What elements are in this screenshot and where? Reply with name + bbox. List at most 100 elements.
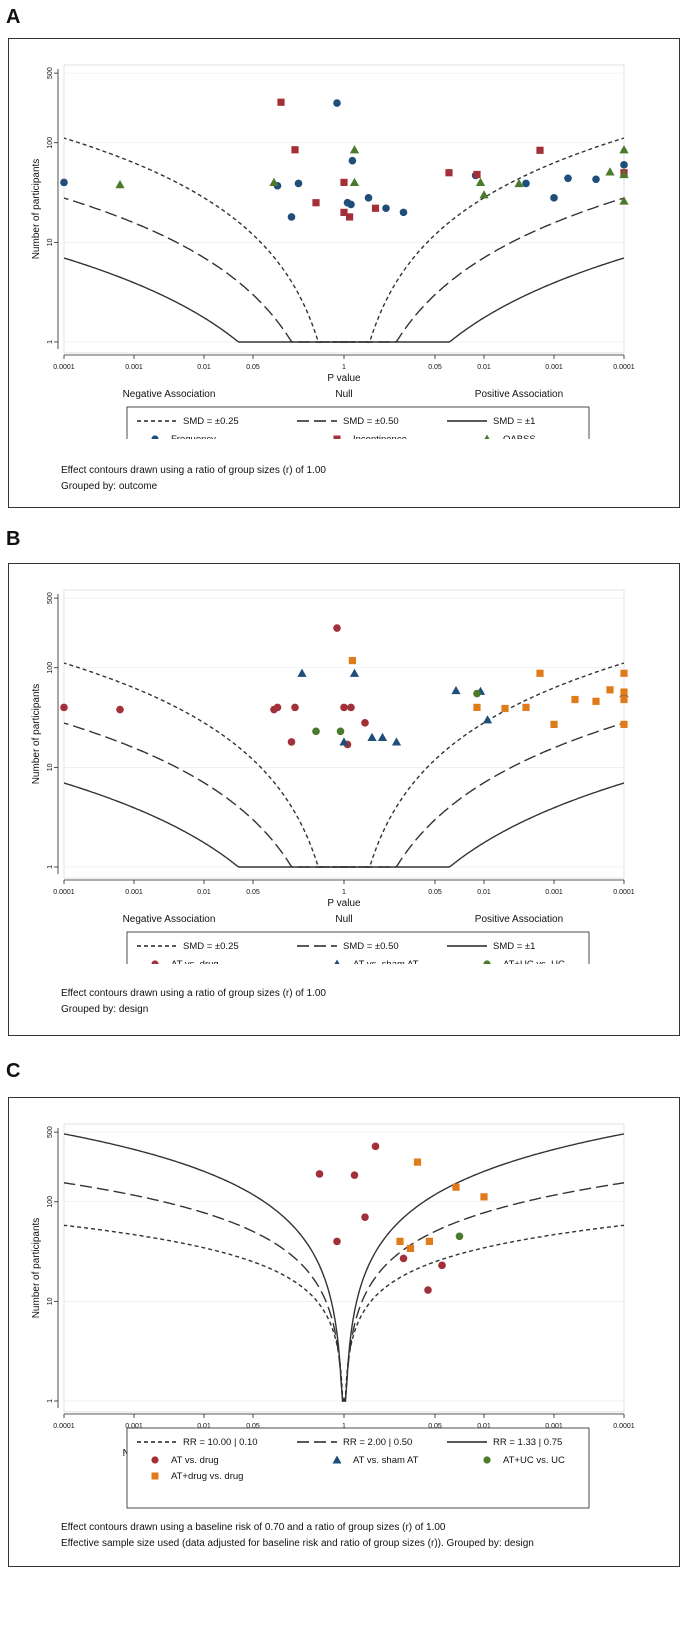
legend-marker: [151, 960, 159, 964]
legend-marker: [483, 960, 491, 964]
legend-series-label: Incontinence: [353, 434, 407, 439]
legend-contour-label: SMD = ±1: [493, 416, 535, 427]
y-axis-title: Number of participants: [31, 1218, 42, 1319]
x-tick-label: 0.05: [246, 889, 260, 896]
x-tick-label: 0.001: [545, 364, 563, 371]
data-point: [605, 167, 615, 176]
y-tick-label: 1: [47, 865, 54, 869]
funnel-plot-c: 0.0001 0.001 0.01 0.05 1 0.05 0.01 0.001 0.0001 5…: [31, 1123, 635, 1509]
legend-marker: [151, 435, 159, 439]
data-point: [382, 204, 390, 213]
data-point: [336, 727, 345, 736]
data-point: [349, 668, 360, 677]
legend-marker: [332, 1455, 342, 1464]
data-point: [60, 703, 68, 712]
region-label: Negative Association: [123, 914, 216, 925]
data-point: [620, 688, 628, 696]
data-point: [333, 1237, 341, 1246]
data-point: [445, 169, 453, 177]
legend-series-label: AT+UC vs. UC: [503, 959, 565, 964]
legend-marker: [333, 435, 341, 439]
legend-contour-label: RR = 1.33 | 0.75: [493, 1437, 562, 1448]
legend-marker: [334, 959, 340, 964]
data-point: [592, 175, 600, 184]
x-tick-label: 0.01: [477, 1423, 491, 1430]
note-b-2: Grouped by: design: [61, 1004, 149, 1015]
contour-line: [64, 197, 624, 343]
data-point: [619, 169, 629, 179]
data-point: [620, 161, 628, 169]
panel-b: 0.0001 0.001 0.01 0.05 1 0.05 0.01 0.001 0.0001 5…: [8, 563, 680, 1036]
data-point: [479, 190, 489, 199]
data-point: [291, 146, 299, 154]
data-point: [522, 179, 530, 188]
legend-marker: [484, 434, 490, 439]
data-point: [294, 179, 303, 188]
funnel-plot-b: 0.0001 0.001 0.01 0.05 1 0.05 0.01 0.001 0.0001 5…: [31, 589, 635, 964]
legend-series-label: AT+drug vs. drug: [171, 1471, 243, 1482]
x-tick-label: 1: [342, 889, 346, 896]
y-tick-label: 100: [47, 662, 54, 674]
x-tick-label: 0.01: [477, 889, 491, 896]
data-point: [349, 177, 360, 186]
data-point: [312, 727, 320, 736]
legend-box: [126, 931, 590, 964]
data-point: [396, 1237, 404, 1245]
legend-contour-label: SMD = ±0.25: [183, 416, 239, 427]
plot-frame: [63, 1123, 625, 1413]
data-point: [273, 703, 282, 712]
data-point: [371, 204, 380, 212]
data-point: [340, 703, 348, 712]
data-point: [451, 685, 461, 695]
data-point: [473, 703, 481, 711]
data-point: [514, 178, 524, 188]
legend-marker: [151, 1456, 159, 1464]
legend-series-label: AT vs. drug: [171, 1455, 219, 1466]
x-axis-title: P value: [327, 373, 361, 384]
legend-contour-label: SMD = ±0.25: [183, 941, 239, 952]
x-tick-label: 1: [342, 364, 346, 371]
contour-line: [64, 1182, 624, 1402]
legend-series-label: AT vs. sham AT: [353, 1455, 419, 1466]
panel-label-b: B: [6, 528, 21, 550]
data-point: [287, 213, 296, 221]
data-point: [340, 208, 348, 216]
x-tick-label: 0.01: [477, 364, 491, 371]
data-point: [480, 1193, 488, 1201]
data-point: [361, 719, 369, 727]
region-label: Positive Association: [475, 914, 563, 925]
data-point: [438, 1261, 446, 1270]
legend-box: [126, 1427, 590, 1509]
data-point: [522, 703, 530, 711]
x-tick-label: 0.0001: [53, 889, 75, 896]
region-label: Negative Association: [123, 389, 216, 400]
data-point: [424, 1286, 432, 1294]
legend-series-label: AT vs. drug: [171, 959, 219, 964]
x-tick-label: 0.0001: [613, 889, 635, 896]
y-axis-title: Number of participants: [31, 159, 42, 260]
y-tick-label: 500: [47, 592, 54, 604]
x-tick-label: 0.01: [197, 889, 211, 896]
legend-series-label: AT vs. sham AT: [353, 959, 419, 964]
data-point: [620, 695, 628, 704]
data-point: [346, 213, 354, 221]
data-point: [367, 732, 377, 741]
data-point: [620, 720, 628, 728]
legend-contour-label: SMD = ±1: [493, 941, 535, 952]
data-point: [291, 703, 299, 712]
data-point: [425, 1237, 433, 1245]
data-point: [347, 703, 355, 712]
legend-contour-label: SMD = ±0.50: [343, 941, 399, 952]
x-tick-label: 0.001: [545, 1423, 563, 1430]
data-point: [564, 174, 572, 183]
x-tick-label: 0.0001: [613, 364, 635, 371]
data-point: [269, 177, 279, 186]
data-point: [413, 1158, 422, 1166]
panel-label-a: A: [6, 6, 21, 28]
x-tick-label: 0.0001: [613, 1423, 635, 1430]
data-point: [340, 178, 348, 186]
contour-line: [64, 257, 624, 343]
panel-label-c: C: [6, 1060, 21, 1082]
x-tick-label: 0.001: [125, 889, 143, 896]
y-axis-title: Number of participants: [31, 684, 42, 785]
